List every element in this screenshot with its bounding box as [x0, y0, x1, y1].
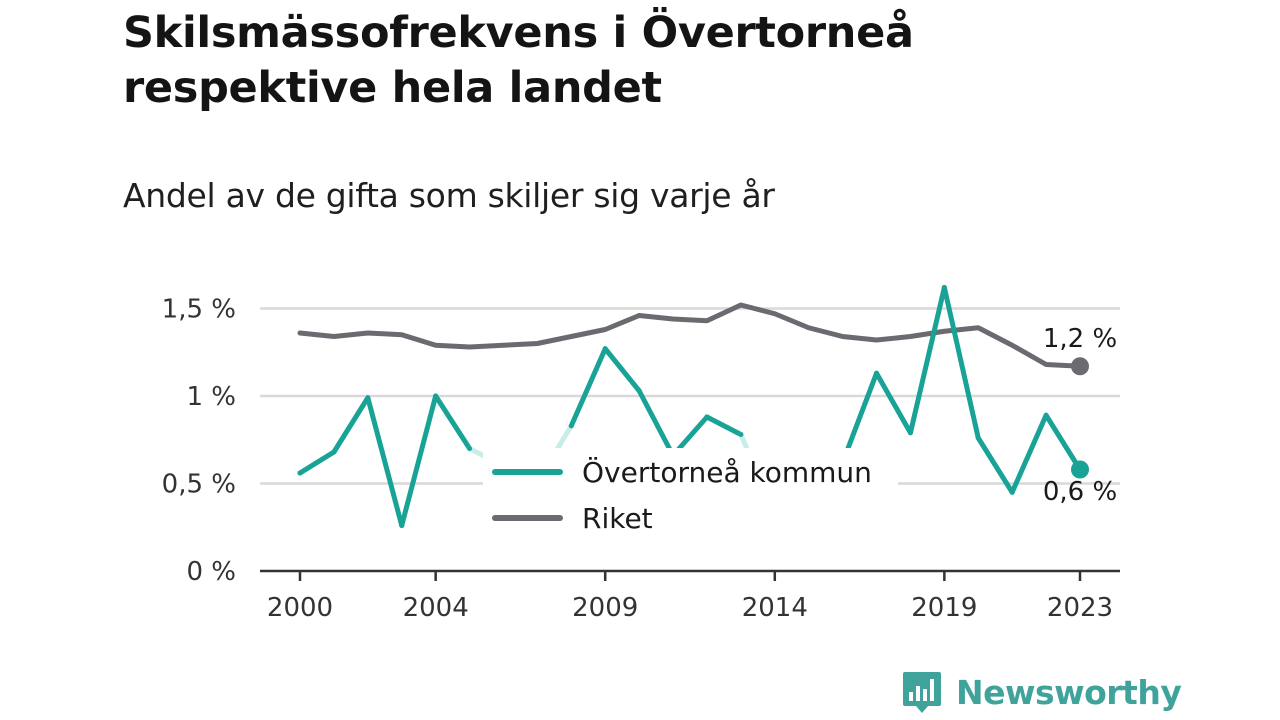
series-segment-kommun	[975, 435, 1015, 495]
end-label-riket: 1,2 %	[1043, 324, 1117, 354]
series-joint-kommun	[297, 470, 303, 476]
legend-background	[483, 448, 898, 548]
x-tick-label: 2004	[403, 593, 469, 623]
legend-label-kommun: Övertorneå kommun	[582, 455, 872, 489]
series-joint-kommun	[433, 393, 439, 399]
brand-logo: Newsworthy	[902, 670, 1182, 714]
x-tick-label: 2000	[267, 593, 333, 623]
end-point-kommun	[1071, 460, 1089, 479]
series-segment-kommun	[331, 395, 371, 455]
bar-chart-speech-bubble-icon	[903, 672, 941, 713]
series-segment-kommun	[907, 285, 947, 436]
series-joint-kommun	[467, 446, 473, 451]
brand-name: Newsworthy	[956, 672, 1182, 712]
x-tick-label: 2014	[742, 593, 808, 623]
legend-label-riket: Riket	[582, 502, 653, 535]
series-joint-kommun	[704, 414, 710, 420]
series-segment-kommun	[1043, 412, 1083, 472]
axes: 0 % 0,5 % 1 % 1,5 % 2000 2004 2009 2014 2019 2023	[162, 295, 1120, 623]
y-tick-label: 0 %	[186, 557, 236, 587]
series-segment-kommun	[1009, 412, 1049, 495]
series-joint-kommun	[568, 423, 574, 429]
x-tick-label: 2009	[572, 593, 638, 623]
y-tick-label: 1 %	[186, 382, 236, 412]
series-segment-kommun	[297, 449, 337, 476]
y-tick-label: 1,5 %	[162, 295, 236, 325]
series-joint-kommun	[331, 449, 337, 455]
series-joint-kommun	[941, 285, 947, 290]
series-segment-kommun	[399, 393, 439, 528]
series-segment-kommun	[636, 388, 676, 458]
series-segment-kommun	[941, 285, 981, 441]
series-joint-kommun	[907, 430, 913, 436]
end-point-riket	[1071, 357, 1089, 376]
series-joint-kommun	[399, 523, 405, 528]
y-tick-label: 0,5 %	[162, 470, 236, 500]
series-joint-kommun	[874, 370, 880, 376]
x-tick-label: 2019	[911, 593, 977, 623]
series-joint-kommun	[636, 388, 642, 394]
series-joint-kommun	[975, 435, 981, 441]
series-joint-kommun	[1043, 412, 1049, 418]
chart-title: Skilsmässofrekvens i Övertorneå respekti…	[123, 8, 914, 113]
series-segment-kommun	[704, 414, 744, 437]
series-joint-kommun	[738, 432, 744, 437]
end-labels: 1,2 % 0,6 %	[1043, 324, 1117, 507]
x-tick-label: 2023	[1047, 593, 1113, 623]
legend: Övertorneå kommun Riket	[483, 448, 898, 548]
series-line-riket	[297, 302, 1083, 369]
series-segment-kommun	[568, 346, 608, 429]
series-joint-kommun	[602, 346, 608, 352]
series-segment-kommun	[840, 370, 880, 465]
end-label-kommun: 0,6 %	[1043, 477, 1117, 507]
series-joint-kommun	[365, 395, 371, 401]
series-segment-kommun	[433, 393, 473, 451]
series-segment-kommun	[602, 346, 642, 394]
series-joint-kommun	[1009, 489, 1015, 495]
chart-subtitle: Andel av de gifta som skiljer sig varje …	[123, 176, 775, 215]
series-segment-kommun	[874, 370, 913, 436]
series-segment-kommun	[365, 395, 405, 528]
